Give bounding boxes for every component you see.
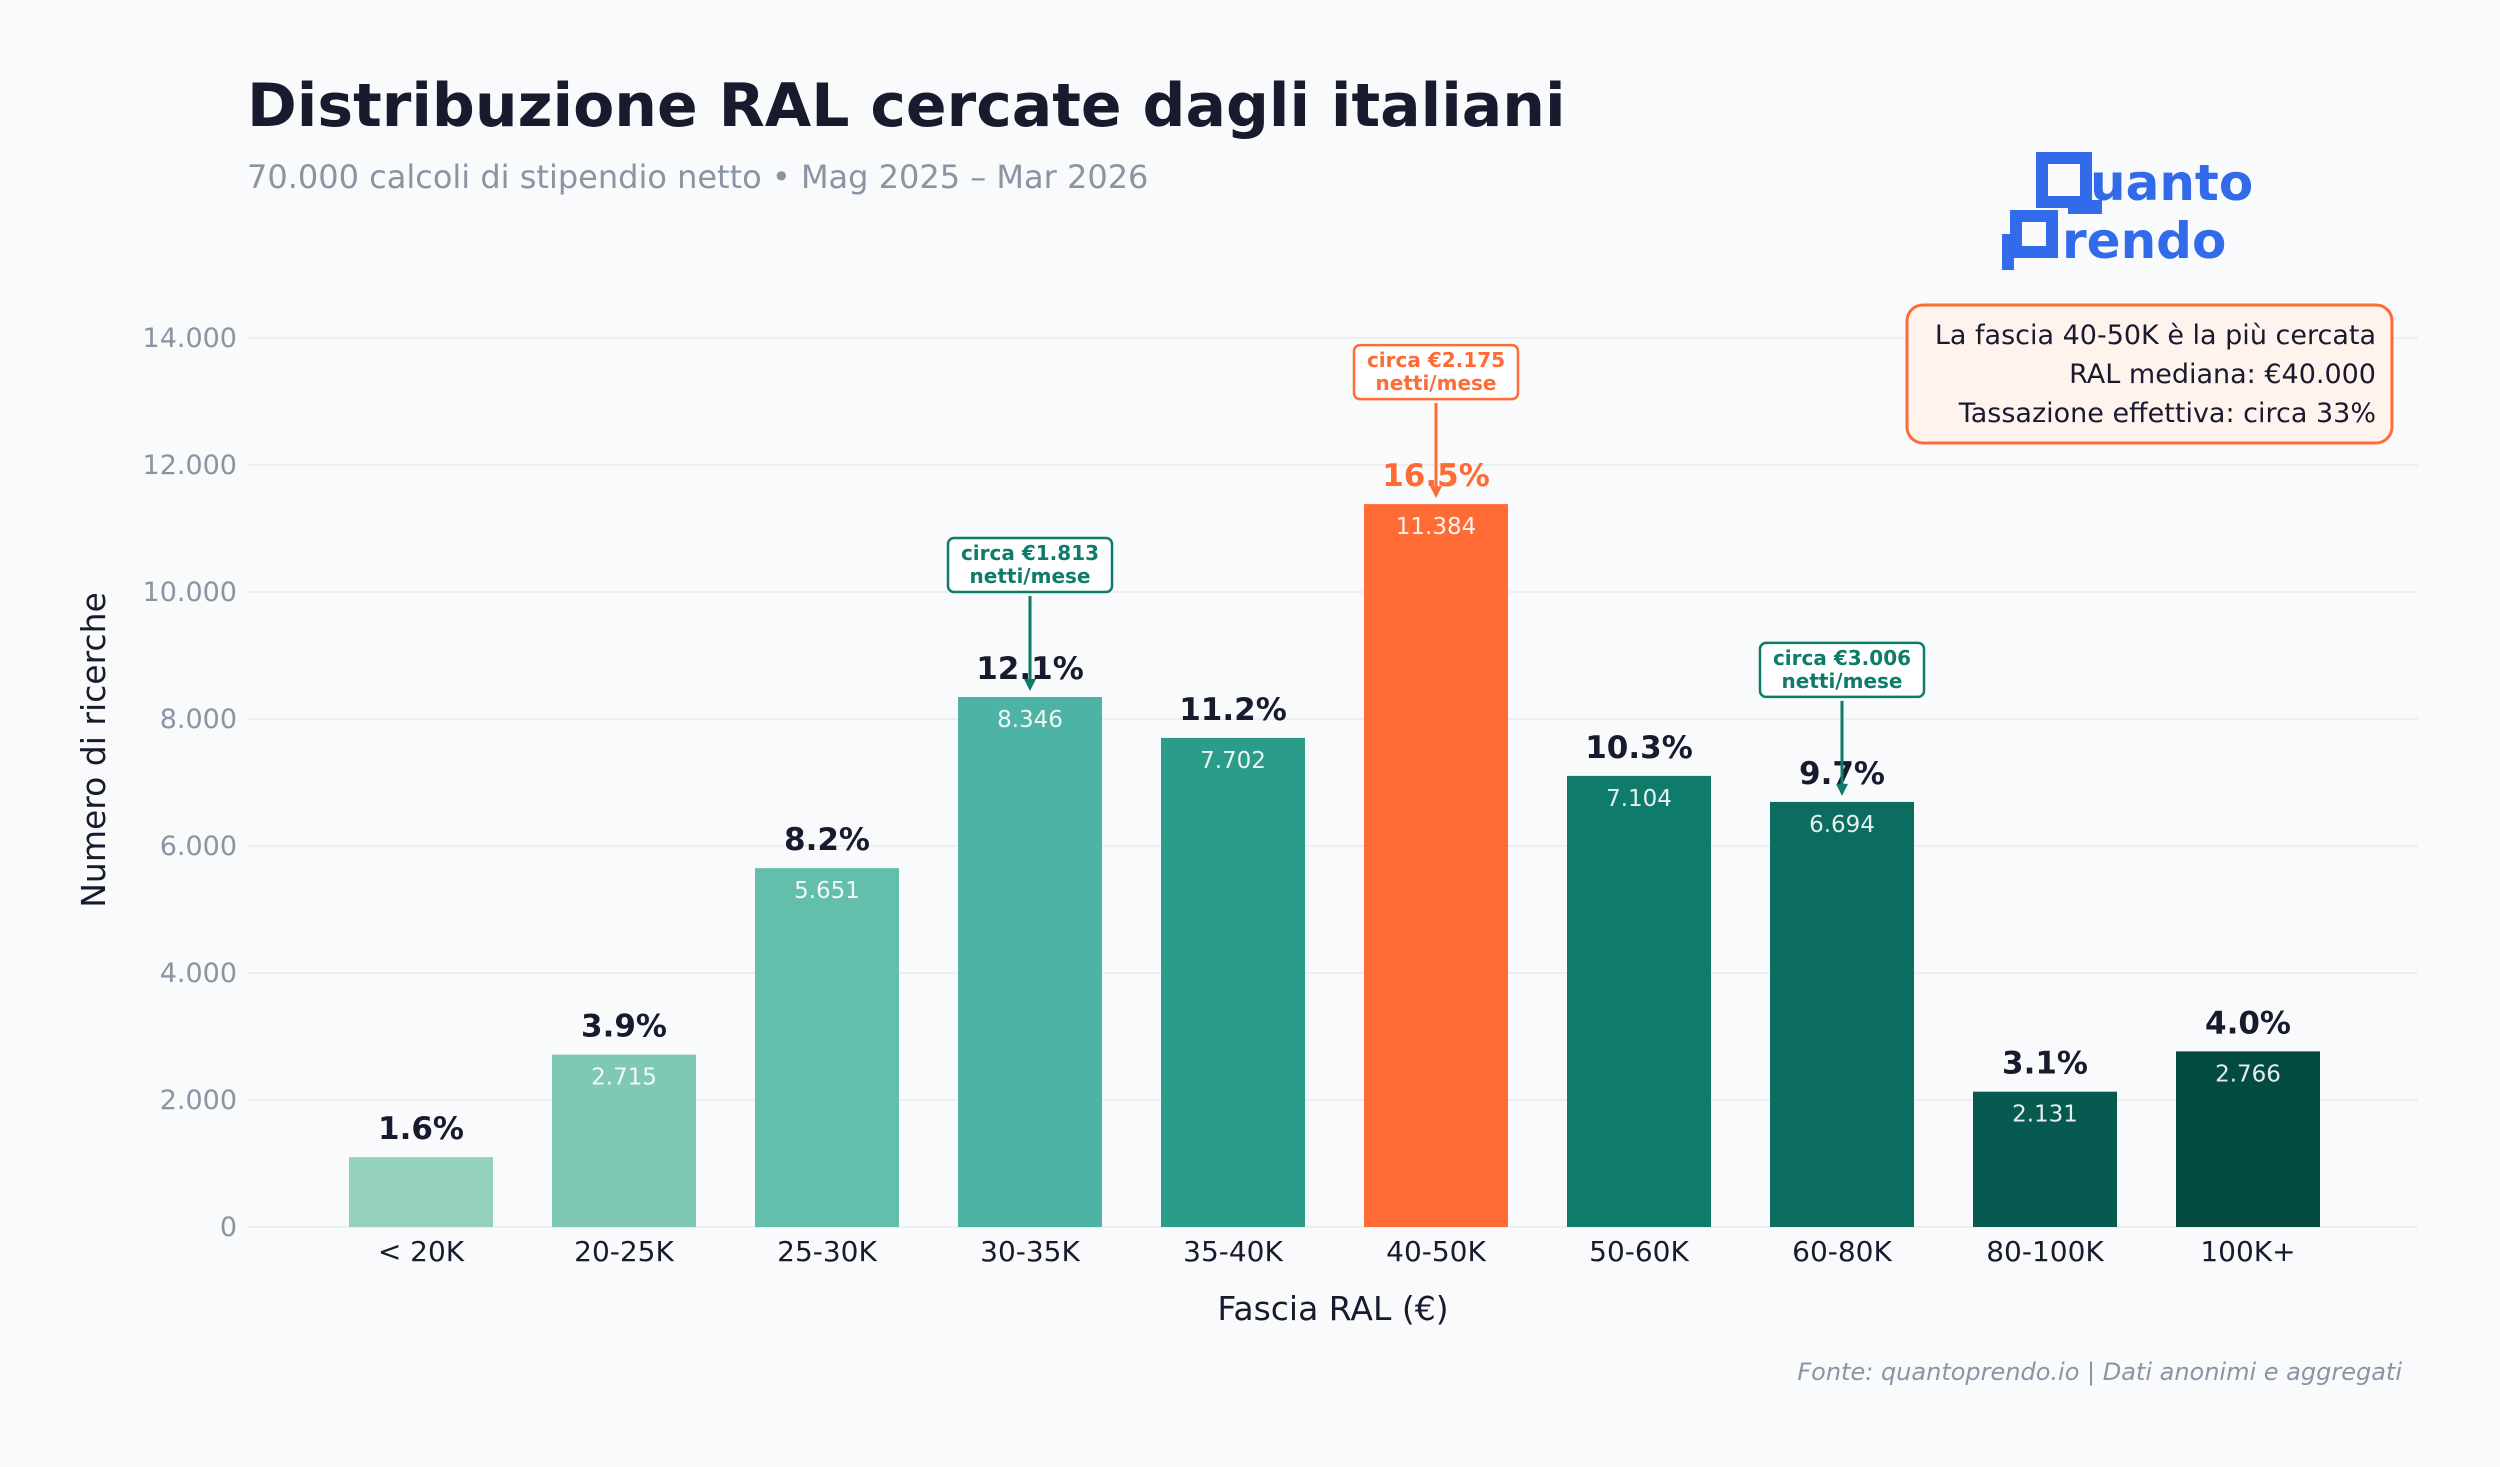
y-tick-label: 14.000: [143, 323, 237, 354]
bar-4: [1161, 737, 1305, 1227]
logo-q-square: [2036, 152, 2092, 208]
value-label: 11.384: [1396, 514, 1476, 540]
x-tick-label: < 20K: [378, 1235, 465, 1268]
y-axis-label: Numero di ricerche: [74, 592, 113, 908]
annotation-line: circa €1.813: [961, 541, 1099, 565]
bar-6: [1567, 775, 1711, 1227]
annotation-arrowhead: [1430, 486, 1442, 499]
annotation-line: netti/mese: [1376, 371, 1497, 395]
annotation-line: circa €2.175: [1367, 348, 1505, 372]
logo-p-stem: [2002, 234, 2014, 270]
info-line-3: Tassazione effettiva: circa 33%: [1958, 398, 2376, 429]
percent-label: 3.1%: [2002, 1046, 2088, 1082]
x-tick-label: 40-50K: [1386, 1235, 1486, 1268]
info-box-frame: [1905, 303, 2394, 445]
percent-label: 1.6%: [378, 1111, 464, 1147]
annotation-box: [1352, 343, 1520, 401]
x-axis-label: Fascia RAL (€): [1217, 1289, 1448, 1328]
annotation-box: [946, 536, 1114, 594]
x-tick-label: 30-35K: [980, 1235, 1080, 1268]
x-axis-ticks: < 20K 20-25K 25-30K 30-35K 35-40K 40-50K 50-60…: [378, 1235, 2296, 1268]
bar-5: [1364, 504, 1508, 1228]
logo: uanto rendo: [2002, 152, 2253, 270]
x-tick-label: 60-80K: [1792, 1235, 1892, 1268]
annotation-arrowhead: [1024, 679, 1036, 692]
percent-label: 8.2%: [784, 822, 870, 858]
percent-label: 10.3%: [1585, 730, 1693, 766]
percent-label: 4.0%: [2205, 1005, 2291, 1041]
value-label: 7.104: [1606, 786, 1672, 812]
value-label: 6.694: [1809, 812, 1875, 838]
value-label: 8.346: [997, 707, 1063, 733]
chart-title: Distribuzione RAL cercate dagli italiani: [247, 71, 1566, 141]
x-tick-label: 100K+: [2200, 1235, 2295, 1268]
value-label: 2.766: [2215, 1061, 2281, 1087]
x-tick-label: 50-60K: [1589, 1235, 1689, 1268]
percent-label: 3.9%: [581, 1009, 667, 1045]
annotation-arrowhead: [1836, 783, 1848, 796]
info-box: La fascia 40-50K è la più cercata RAL me…: [1905, 303, 2394, 445]
y-tick-label: 0: [220, 1212, 237, 1243]
x-tick-label: 20-25K: [574, 1235, 674, 1268]
x-tick-label: 35-40K: [1183, 1235, 1283, 1268]
logo-line2: rendo: [2062, 212, 2226, 270]
y-axis-ticks: 0 2.000 4.000 6.000 8.000 10.000 12.000 14.000: [143, 323, 237, 1243]
y-tick-label: 4.000: [160, 958, 237, 989]
value-label: 5.651: [794, 878, 860, 904]
annotation-box: [1758, 641, 1926, 699]
logo-q-tail: [2068, 200, 2102, 214]
logo-line1: uanto: [2090, 154, 2253, 212]
value-label: 2.715: [591, 1065, 657, 1091]
bar-3: [958, 697, 1102, 1227]
bar-9: [2176, 1051, 2320, 1227]
bar-1: [552, 1054, 696, 1227]
annotation-line: netti/mese: [1782, 669, 1903, 693]
value-label: 7.702: [1200, 748, 1266, 774]
y-tick-label: 2.000: [160, 1085, 237, 1116]
info-line-2: RAL mediana: €40.000: [2069, 359, 2376, 390]
y-tick-label: 10.000: [143, 577, 237, 608]
chart-subtitle: 70.000 calcoli di stipendio netto • Mag …: [247, 158, 1148, 196]
logo-p-square: [2010, 210, 2058, 258]
x-tick-label: 25-30K: [777, 1235, 877, 1268]
footer-source: Fonte: quantoprendo.io | Dati anonimi e …: [1797, 1358, 2402, 1386]
x-tick-label: 80-100K: [1986, 1235, 2104, 1268]
annotation-line: circa €3.006: [1773, 646, 1911, 670]
bar-0: [349, 1157, 493, 1227]
value-label: 2.131: [2012, 1102, 2078, 1128]
y-tick-label: 8.000: [160, 704, 237, 735]
bar-7: [1770, 801, 1914, 1227]
info-line-1: La fascia 40-50K è la più cercata: [1935, 320, 2376, 351]
bar-2: [755, 868, 899, 1227]
bar-8: [1973, 1091, 2117, 1227]
y-tick-label: 6.000: [160, 831, 237, 862]
percent-label: 11.2%: [1179, 692, 1287, 728]
annotation-line: netti/mese: [970, 564, 1091, 588]
y-tick-label: 12.000: [143, 450, 237, 481]
